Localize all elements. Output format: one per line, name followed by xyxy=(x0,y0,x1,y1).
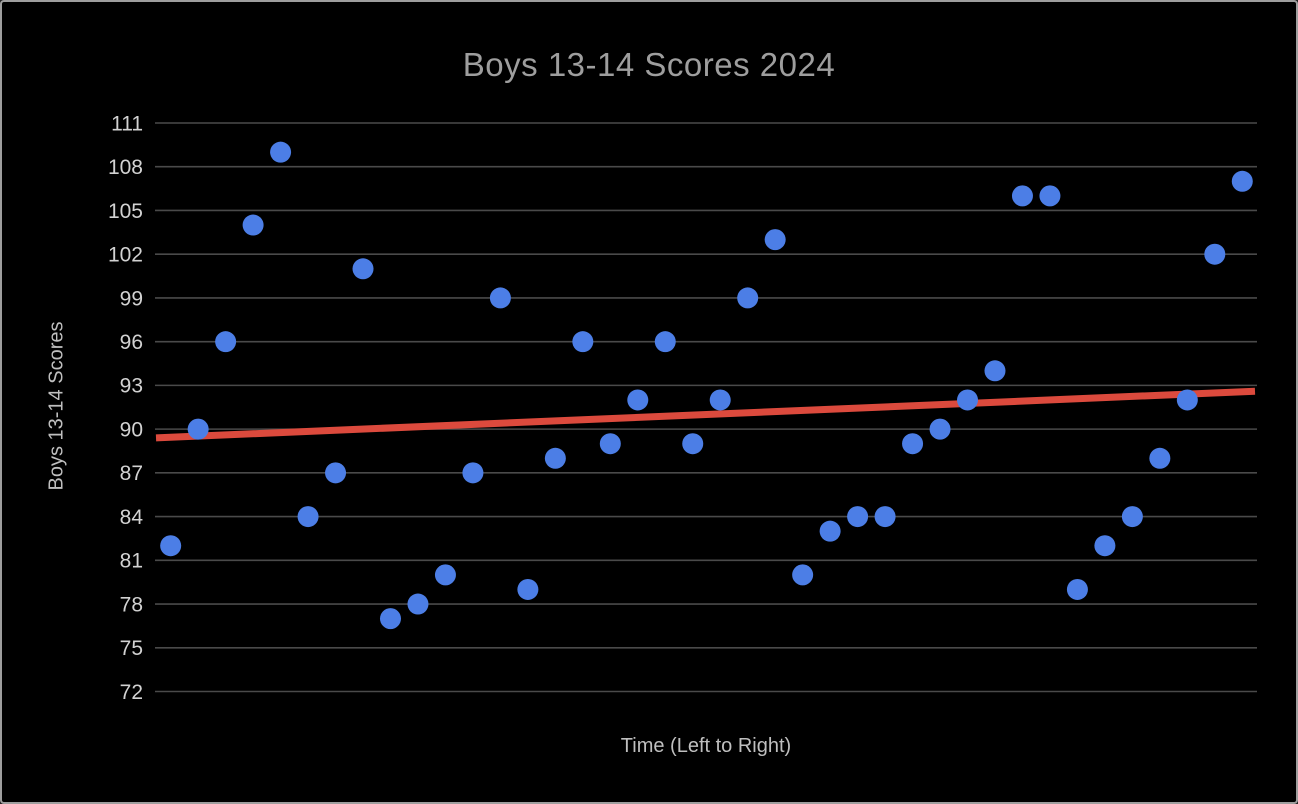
data-point xyxy=(874,506,896,528)
data-point xyxy=(544,447,566,469)
data-point xyxy=(599,433,621,455)
data-point xyxy=(434,564,456,586)
data-point xyxy=(1094,535,1116,557)
data-point xyxy=(572,331,594,353)
data-point xyxy=(242,214,264,236)
y-tick-label: 84 xyxy=(120,506,144,529)
data-point xyxy=(984,360,1006,382)
data-point xyxy=(517,578,539,600)
data-point xyxy=(847,506,869,528)
y-tick-label: 111 xyxy=(111,112,143,135)
data-point xyxy=(187,418,209,440)
data-point xyxy=(215,331,237,353)
data-point xyxy=(160,535,182,557)
data-point xyxy=(654,331,676,353)
trendline xyxy=(155,387,1256,442)
y-tick-label: 105 xyxy=(108,200,143,223)
data-point xyxy=(489,287,511,309)
data-point xyxy=(462,462,484,484)
y-tick-label: 96 xyxy=(120,331,143,354)
y-tick-label: 102 xyxy=(108,244,143,267)
y-tick-label: 87 xyxy=(120,462,143,485)
x-axis-title: Time (Left to Right) xyxy=(620,735,792,757)
data-point xyxy=(1204,243,1226,265)
data-point xyxy=(819,520,841,542)
data-point xyxy=(1066,578,1088,600)
data-point xyxy=(902,433,924,455)
y-tick-label: 108 xyxy=(108,156,143,179)
data-point xyxy=(929,418,951,440)
data-point xyxy=(1011,185,1033,207)
data-point xyxy=(352,258,374,280)
data-point xyxy=(1231,170,1253,192)
data-point xyxy=(1039,185,1061,207)
y-tick-label: 72 xyxy=(120,681,143,704)
y-tick-label: 93 xyxy=(120,375,143,398)
data-point xyxy=(1176,389,1198,411)
y-tick-label: 78 xyxy=(120,593,143,616)
y-tick-label: 75 xyxy=(120,637,143,660)
data-point xyxy=(1149,447,1171,469)
data-point xyxy=(407,593,429,615)
y-tick-label: 81 xyxy=(120,550,143,573)
data-point xyxy=(627,389,649,411)
data-point xyxy=(297,506,319,528)
y-tick-label: 99 xyxy=(120,287,143,310)
data-point xyxy=(709,389,731,411)
data-point xyxy=(957,389,979,411)
data-point xyxy=(379,608,401,630)
data-point xyxy=(764,229,786,251)
data-point xyxy=(737,287,759,309)
y-tick-label: 90 xyxy=(120,418,143,441)
y-axis-title: Boys 13-14 Scores xyxy=(45,321,68,491)
chart-title: Boys 13-14 Scores 2024 xyxy=(462,46,836,83)
data-point xyxy=(792,564,814,586)
data-point xyxy=(1121,506,1143,528)
data-point xyxy=(270,141,292,163)
data-point xyxy=(682,433,704,455)
data-point xyxy=(325,462,347,484)
